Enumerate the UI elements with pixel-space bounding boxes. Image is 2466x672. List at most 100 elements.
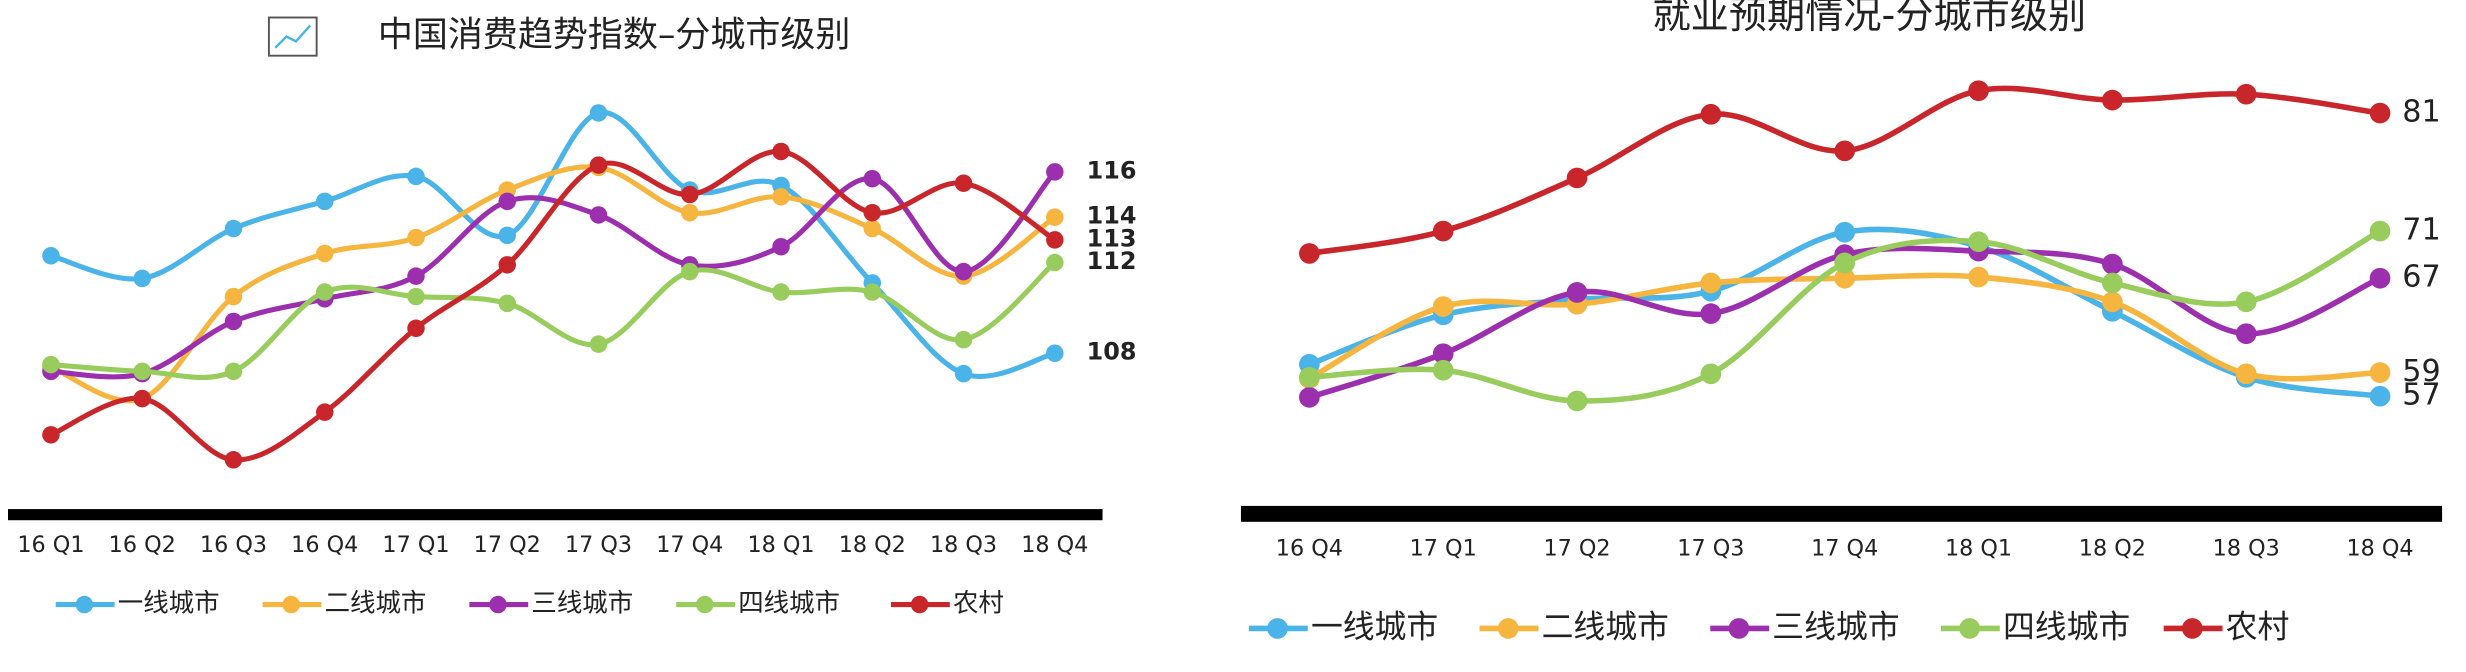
point — [1566, 282, 1588, 303]
legend-marker — [1267, 618, 1288, 639]
point — [1968, 231, 1989, 253]
point — [224, 312, 243, 331]
point — [315, 192, 334, 211]
legend-label: 农村 — [2226, 607, 2290, 645]
x-tick-label: 16 Q4 — [1276, 535, 1343, 561]
data-label: 108 — [1087, 338, 1137, 366]
point — [498, 192, 517, 211]
legend-label: 四线城市 — [2003, 607, 2130, 645]
point — [589, 206, 608, 224]
line — [49, 148, 1057, 463]
point — [1834, 221, 1856, 243]
x-tick-label: 17 Q1 — [1410, 535, 1477, 561]
x-tick-label: 16 Q3 — [200, 532, 267, 558]
legend-marker — [282, 595, 300, 614]
data-label: 71 — [2402, 213, 2440, 248]
point — [407, 287, 425, 306]
point — [1046, 253, 1064, 272]
point — [133, 389, 151, 408]
point — [224, 219, 243, 238]
point — [2102, 272, 2123, 294]
x-tick-label: 17 Q1 — [382, 532, 449, 558]
point — [2235, 83, 2257, 105]
legend-label: 三线城市 — [1772, 607, 1899, 645]
point — [2102, 253, 2123, 275]
point — [315, 403, 334, 421]
x-tick-label: 18 Q3 — [930, 532, 997, 558]
point — [772, 283, 790, 301]
legend-marker — [1728, 618, 1750, 639]
point — [772, 237, 790, 256]
x-tick-label: 18 Q4 — [1021, 532, 1088, 558]
legend-label: 一线城市 — [1311, 607, 1438, 645]
point — [407, 167, 425, 186]
point — [2235, 363, 2257, 385]
point — [681, 203, 699, 222]
point — [1566, 167, 1588, 189]
legend-label: 三线城市 — [531, 589, 633, 619]
x-tick-label: 16 Q2 — [109, 532, 176, 558]
point — [1700, 303, 1722, 324]
x-tick-label: 17 Q2 — [1543, 535, 1610, 561]
point — [315, 283, 334, 301]
point — [863, 219, 882, 238]
point — [1432, 296, 1454, 317]
point — [681, 262, 699, 281]
legend-marker — [2181, 618, 2203, 639]
point — [589, 104, 608, 122]
point — [863, 203, 882, 222]
legend-label: 农村 — [953, 589, 1004, 619]
point — [954, 262, 973, 281]
x-tick-label: 16 Q1 — [17, 532, 84, 558]
legend-label: 一线城市 — [118, 589, 220, 619]
line — [49, 164, 1057, 404]
point — [42, 355, 60, 374]
x-tick-label: 17 Q2 — [474, 532, 541, 558]
data-label: 81 — [2402, 95, 2440, 130]
title-icon — [267, 16, 318, 57]
legend-label: 二线城市 — [325, 589, 427, 619]
data-label: 57 — [2402, 378, 2440, 413]
point — [133, 362, 151, 381]
legend-marker — [1497, 618, 1519, 639]
point — [1834, 252, 1856, 274]
point — [589, 156, 608, 174]
legend-marker — [1959, 618, 1980, 639]
point — [863, 169, 882, 188]
point — [224, 287, 243, 306]
x-tick-label: 16 Q4 — [291, 532, 358, 558]
point — [2369, 362, 2391, 383]
x-tick-label: 17 Q4 — [1811, 535, 1878, 561]
point — [2369, 385, 2391, 407]
x-tick-label: 18 Q4 — [2346, 535, 2413, 561]
point — [1046, 344, 1064, 362]
point — [2369, 220, 2391, 242]
x-tick-label: 18 Q1 — [747, 532, 814, 558]
point — [1299, 387, 1320, 408]
x-tick-label: 18 Q1 — [1945, 535, 2012, 561]
point — [1566, 390, 1588, 412]
point — [42, 426, 60, 444]
point — [589, 335, 608, 353]
legend-marker — [696, 595, 714, 614]
point — [2235, 323, 2257, 345]
point — [407, 228, 425, 247]
point — [954, 330, 973, 349]
line — [50, 170, 1057, 380]
point — [133, 269, 151, 288]
point — [954, 174, 973, 192]
chart-title: 就业预期情况-分城市级别 — [1653, 0, 2087, 38]
legend-marker — [489, 595, 507, 614]
legend-marker — [75, 595, 94, 614]
point — [2369, 267, 2391, 289]
legend-marker — [910, 595, 929, 614]
point — [1700, 363, 1722, 385]
point — [1299, 366, 1320, 388]
point — [954, 364, 973, 383]
point — [1299, 243, 1320, 264]
point — [681, 185, 699, 204]
legend-label: 四线城市 — [738, 589, 840, 619]
point — [498, 226, 517, 245]
data-label: 113 — [1087, 224, 1137, 252]
point — [1968, 80, 1989, 102]
